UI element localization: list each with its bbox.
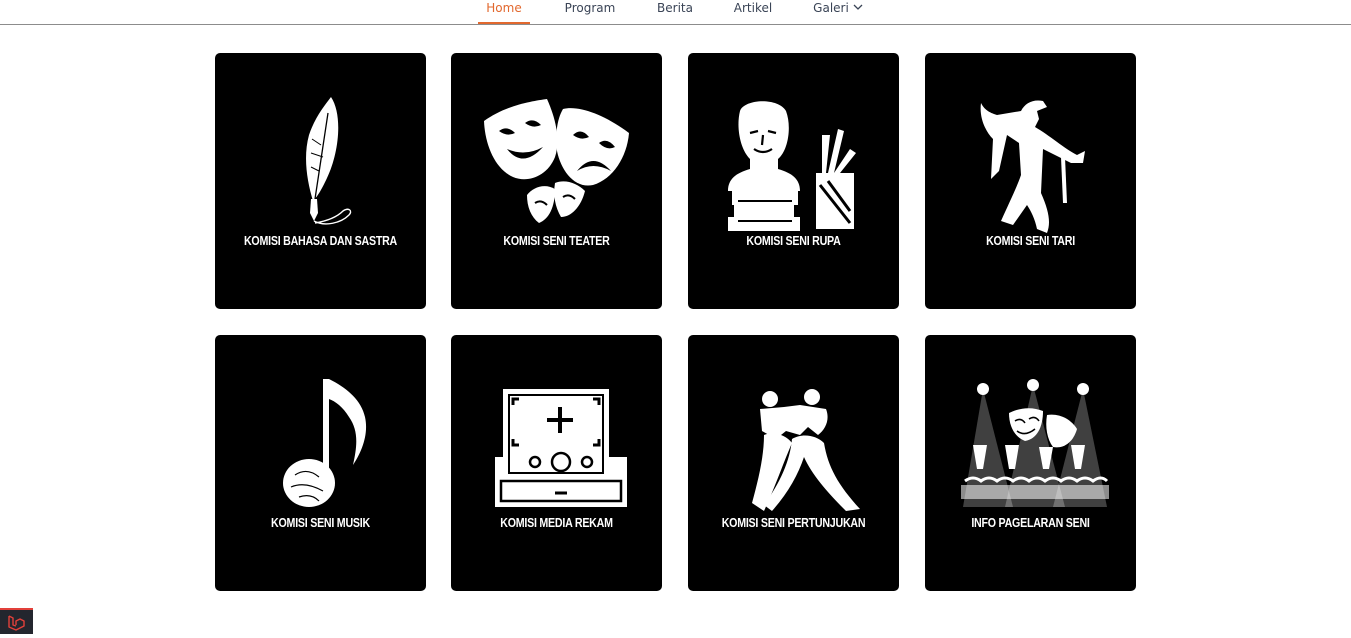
nav-galeri-label: Galeri bbox=[813, 1, 849, 15]
nav-program[interactable]: Program bbox=[559, 0, 621, 24]
dancing-couple-icon bbox=[752, 389, 860, 511]
card-label: KOMISI SENI PERTUNJUKAN bbox=[721, 515, 866, 530]
laravel-logo-icon bbox=[8, 615, 25, 631]
card-media-rekam[interactable]: KOMISI MEDIA REKAM bbox=[451, 335, 662, 591]
nav-home-label: Home bbox=[486, 1, 522, 15]
top-navigation: Home Program Berita Artikel Galeri bbox=[0, 0, 1351, 25]
nav-artikel[interactable]: Artikel bbox=[729, 0, 777, 24]
card-seni-tari[interactable]: KOMISI SENI TARI bbox=[925, 53, 1136, 309]
music-note-icon bbox=[283, 379, 367, 507]
card-label: KOMISI MEDIA REKAM bbox=[500, 515, 613, 530]
card-label: KOMISI SENI RUPA bbox=[746, 233, 841, 248]
card-info-pagelaran[interactable]: INFO PAGELARAN SENI bbox=[925, 335, 1136, 591]
card-seni-musik[interactable]: KOMISI SENI MUSIK bbox=[215, 335, 426, 591]
debug-badge[interactable] bbox=[0, 608, 33, 634]
card-label: KOMISI SENI TARI bbox=[986, 233, 1075, 248]
card-seni-pertunjukan[interactable]: KOMISI SENI PERTUNJUKAN bbox=[688, 335, 899, 591]
card-label: KOMISI SENI MUSIK bbox=[271, 515, 370, 530]
camera-viewfinder-icon bbox=[495, 389, 627, 507]
card-seni-rupa[interactable]: KOMISI SENI RUPA bbox=[688, 53, 899, 309]
chevron-down-icon bbox=[853, 4, 863, 10]
nav-home[interactable]: Home bbox=[478, 0, 530, 24]
card-bahasa-sastra[interactable]: KOMISI BAHASA DAN SASTRA bbox=[215, 53, 426, 309]
nav-program-label: Program bbox=[564, 1, 616, 15]
bust-sculpture-icon bbox=[728, 101, 856, 231]
quill-pen-icon bbox=[306, 97, 352, 225]
nav-berita-label: Berita bbox=[657, 1, 693, 15]
stage-performance-icon bbox=[961, 379, 1109, 507]
nav-galeri-dropdown[interactable]: Galeri bbox=[809, 0, 867, 24]
card-label: INFO PAGELARAN SENI bbox=[971, 515, 1090, 530]
theater-masks-icon bbox=[484, 99, 629, 223]
dancer-icon bbox=[980, 100, 1085, 234]
card-seni-teater[interactable]: KOMISI SENI TEATER bbox=[451, 53, 662, 309]
nav-berita[interactable]: Berita bbox=[652, 0, 698, 24]
card-label: KOMISI BAHASA DAN SASTRA bbox=[243, 233, 398, 248]
card-label: KOMISI SENI TEATER bbox=[503, 233, 610, 248]
nav-artikel-label: Artikel bbox=[733, 1, 773, 15]
